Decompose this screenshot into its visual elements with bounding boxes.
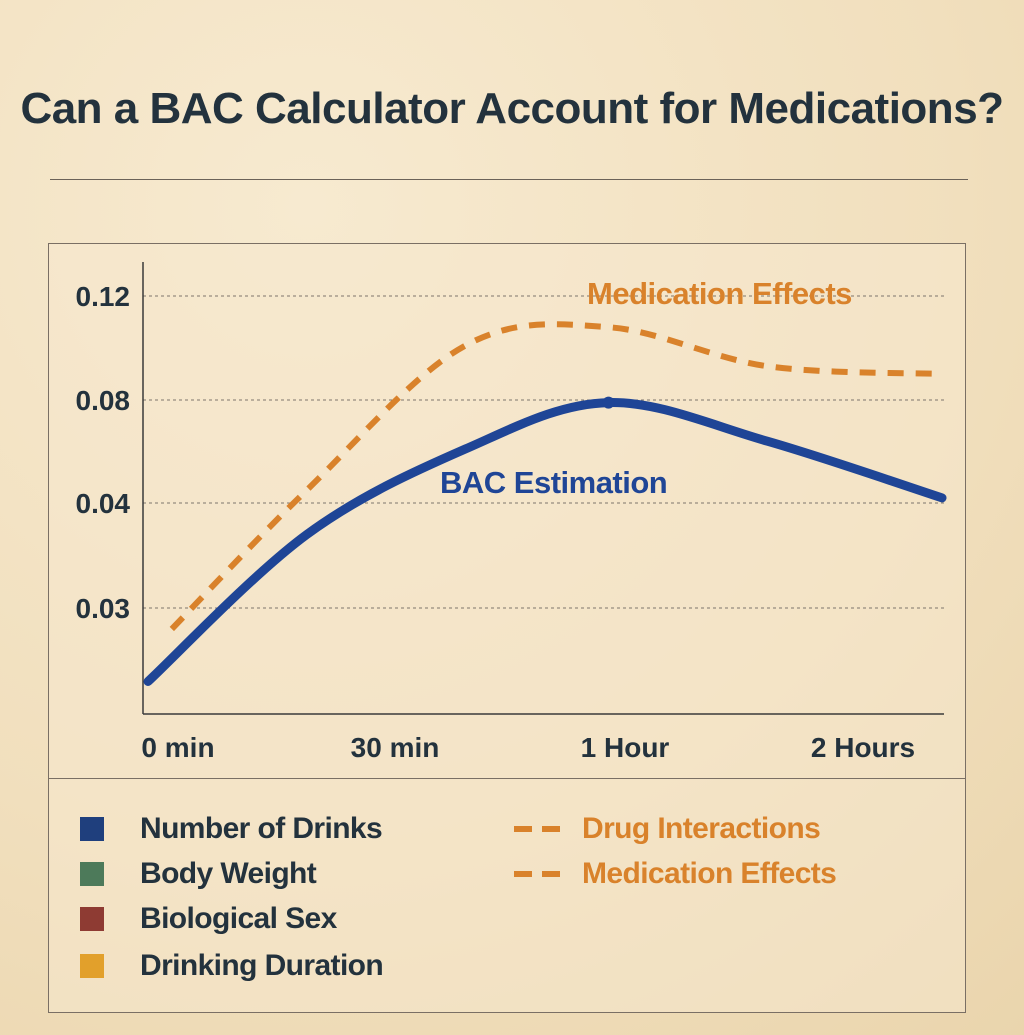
- y-tick-label-3: 0.03: [76, 593, 131, 624]
- y-tick-label-0: 0.12: [76, 281, 131, 312]
- legend-item-body-weight: Body Weight: [80, 854, 317, 894]
- legend-swatch-drinking-duration: [80, 954, 104, 978]
- legend-item-drinking-duration: Drinking Duration: [80, 946, 384, 986]
- legend-item-drug-interactions: Drug Interactions: [514, 809, 821, 849]
- legend-label-number-of-drinks: Number of Drinks: [140, 812, 383, 845]
- series-label-bac-estimation: BAC Estimation: [440, 465, 667, 500]
- legend-swatch-body-weight: [80, 862, 104, 886]
- title-divider: [50, 179, 968, 180]
- x-tick-label-1: 30 min: [351, 732, 440, 763]
- legend-divider: [48, 778, 966, 779]
- legend-label-medication-effects: Medication Effects: [582, 857, 837, 890]
- legend-label-drug-interactions: Drug Interactions: [582, 812, 821, 845]
- series-label-medication-effects: Medication Effects: [587, 276, 852, 311]
- x-tick-label-3: 2 Hours: [811, 732, 915, 763]
- legend-item-biological-sex: Biological Sex: [80, 899, 337, 939]
- series-line-bac-estimation: [143, 398, 947, 686]
- legend-swatch-biological-sex: [80, 907, 104, 931]
- legend-label-body-weight: Body Weight: [140, 857, 317, 890]
- chart-title: Can a BAC Calculator Account for Medicat…: [20, 84, 1004, 133]
- x-tick-label-0: 0 min: [141, 732, 214, 763]
- legend-swatch-number-of-drinks: [80, 817, 104, 841]
- legend-item-number-of-drinks: Number of Drinks: [80, 809, 383, 849]
- legend-label-drinking-duration: Drinking Duration: [140, 949, 384, 982]
- bac-peak-point: [602, 396, 615, 409]
- legend-dash-drug-interactions: [514, 826, 562, 832]
- y-tick-label-2: 0.04: [76, 488, 131, 519]
- legend-dash-medication-effects: [514, 871, 562, 877]
- series-line-medication-effects: [169, 321, 943, 632]
- x-tick-label-2: 1 Hour: [581, 732, 670, 763]
- y-tick-label-1: 0.08: [76, 385, 131, 416]
- legend-item-medication-effects: Medication Effects: [514, 854, 837, 894]
- legend-label-biological-sex: Biological Sex: [140, 902, 337, 935]
